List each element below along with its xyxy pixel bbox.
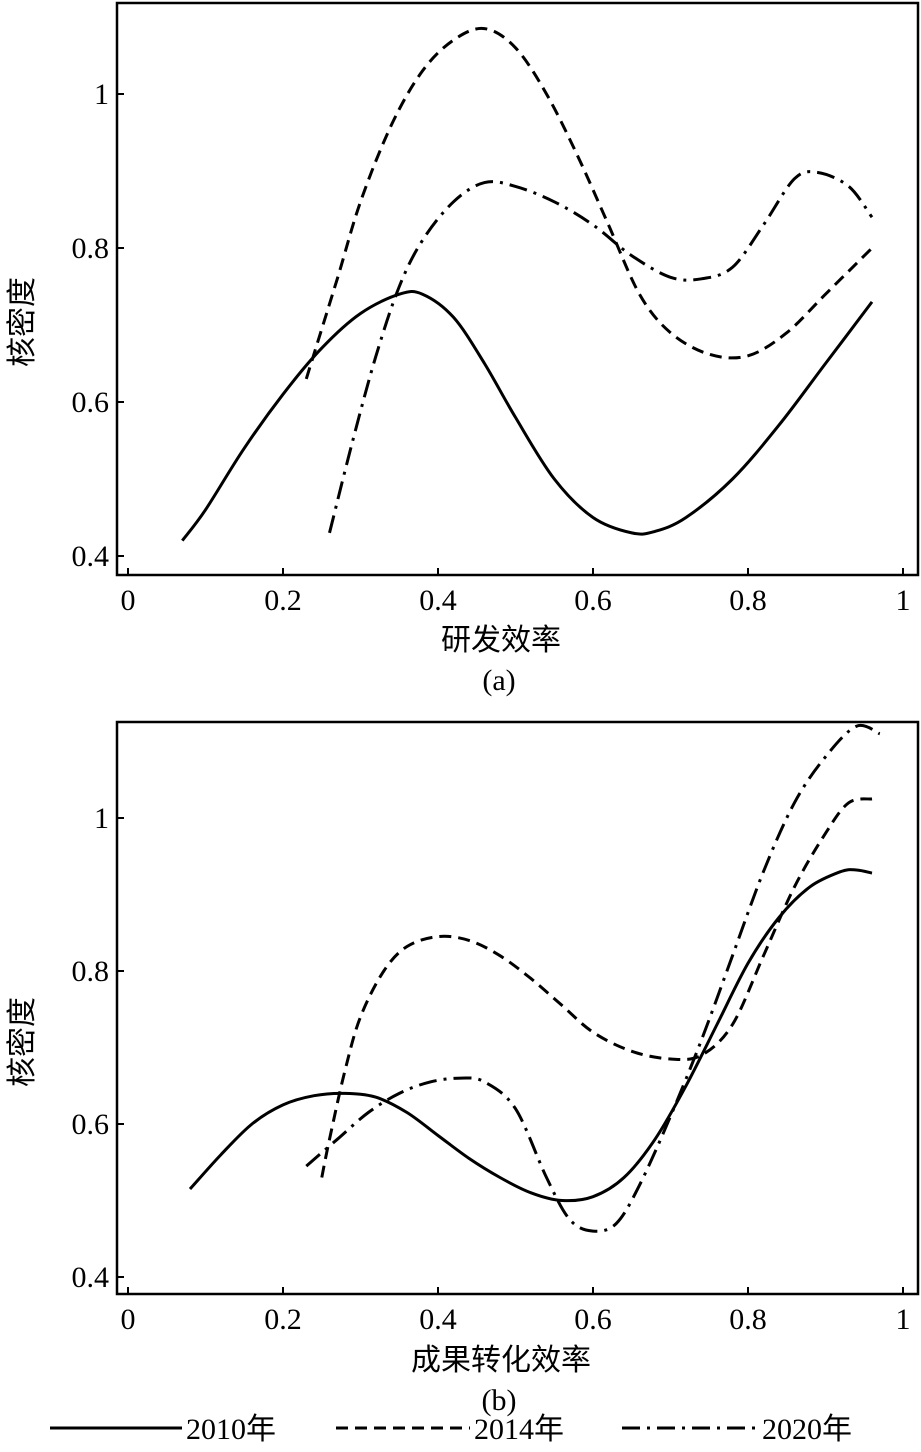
x-tick-label: 0.6 (574, 1303, 612, 1336)
legend-label-2010: 2010年 (186, 1413, 276, 1446)
x-tick-label: 0 (121, 1303, 136, 1336)
panel-label-a: (a) (482, 664, 515, 697)
series-line-2010 (188, 868, 873, 1203)
x-axis-label-b: 成果转化效率 (411, 1343, 591, 1378)
x-tick-label: 0.8 (729, 1303, 767, 1336)
y-tick-label: 1 (94, 802, 109, 835)
tick-layer-b: 0 0.2 0.4 0.6 0.8 1 0.4 0.6 0.8 1 (72, 802, 911, 1336)
x-tick-label: 1 (896, 1303, 911, 1336)
plot-frame-b (115, 720, 920, 1296)
series-line-2020 (328, 170, 874, 534)
y-tick-label: 0.8 (72, 955, 110, 988)
y-tick-label: 0.4 (72, 1261, 110, 1294)
x-tick-label: 0.2 (264, 584, 302, 617)
y-axis-label-b: 核密度 (5, 997, 40, 1087)
tick-layer-a: 0 0.2 0.4 0.6 0.8 1 0.4 0.6 0.8 1 (72, 78, 911, 617)
x-tick-label: 1 (896, 584, 911, 617)
y-tick-label: 0.4 (72, 540, 110, 573)
legend-label-2020: 2020年 (762, 1413, 852, 1446)
x-axis-label-a: 研发效率 (441, 623, 561, 658)
panel-a: 0 0.2 0.4 0.6 0.8 1 0.4 0.6 0.8 1 研发效率 核密度 (a) (5, 1, 920, 697)
series-layer-b (188, 723, 881, 1233)
x-tick-label: 0.6 (574, 584, 612, 617)
y-axis-label-a: 核密度 (5, 277, 40, 367)
x-tick-label: 0.2 (264, 1303, 302, 1336)
plot-frame-a (115, 1, 920, 577)
legend-label-2014: 2014年 (474, 1413, 564, 1446)
panel-b: 0 0.2 0.4 0.6 0.8 1 0.4 0.6 0.8 1 成果转化效率 核密度 (b) (5, 720, 920, 1417)
legend: 2010年 2014年 2020年 (50, 1413, 852, 1446)
series-line-2014 (320, 797, 873, 1178)
series-line-2020 (305, 723, 881, 1233)
series-layer-a (181, 26, 874, 542)
x-tick-label: 0.8 (729, 584, 767, 617)
x-tick-label: 0.4 (419, 584, 457, 617)
x-tick-label: 0.4 (419, 1303, 457, 1336)
panel-label-b: (b) (482, 1384, 517, 1417)
series-line-2010 (181, 290, 874, 542)
series-line-2014 (304, 26, 874, 380)
y-tick-label: 0.6 (72, 386, 110, 419)
y-tick-label: 0.6 (72, 1108, 110, 1141)
y-tick-label: 0.8 (72, 232, 110, 265)
y-tick-label: 1 (94, 78, 109, 111)
x-tick-label: 0 (121, 584, 136, 617)
